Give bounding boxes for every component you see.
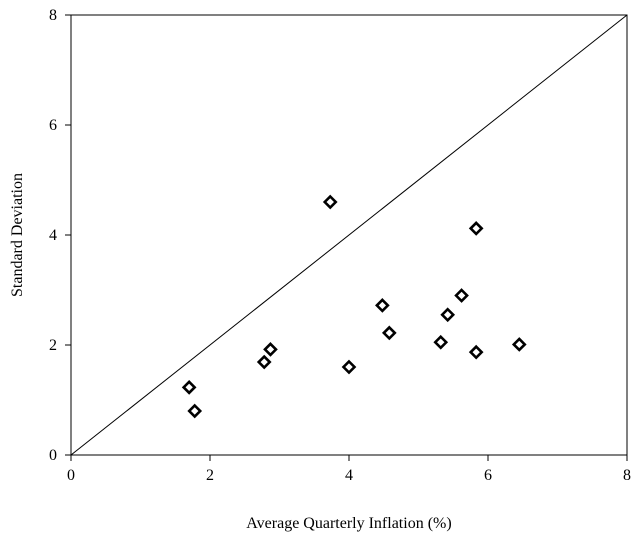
data-point <box>454 288 469 303</box>
data-point <box>511 337 527 352</box>
data-point <box>322 194 338 210</box>
data-point <box>468 344 484 360</box>
data-point <box>375 298 390 313</box>
x-tick-label: 0 <box>67 467 75 484</box>
data-point <box>440 307 456 323</box>
data-point <box>381 325 397 341</box>
x-axis-title: Average Quarterly Inflation (%) <box>246 515 451 532</box>
y-tick-label: 2 <box>49 337 57 354</box>
y-tick-label: 8 <box>49 7 57 24</box>
data-point <box>263 342 278 357</box>
x-axis-ticks: 0 2 4 6 8 <box>67 455 631 484</box>
data-point <box>468 221 484 236</box>
y-tick-label: 6 <box>49 117 57 134</box>
x-tick-label: 2 <box>206 467 214 484</box>
reference-line-group <box>70 14 628 456</box>
y-tick-label: 4 <box>49 227 57 244</box>
x-tick-label: 8 <box>623 467 631 484</box>
data-point <box>341 359 357 375</box>
x-tick-label: 4 <box>345 467 353 484</box>
data-point <box>433 334 449 350</box>
data-point <box>181 380 197 395</box>
data-points <box>181 194 527 419</box>
y-axis-title: Standard Deviation <box>9 173 26 297</box>
y-tick-label: 0 <box>49 447 57 464</box>
x-tick-label: 6 <box>484 467 492 484</box>
data-point <box>256 354 272 370</box>
y-axis-ticks: 0 2 4 6 8 <box>49 7 71 464</box>
data-point <box>187 403 203 419</box>
reference-line-45deg <box>70 14 628 456</box>
